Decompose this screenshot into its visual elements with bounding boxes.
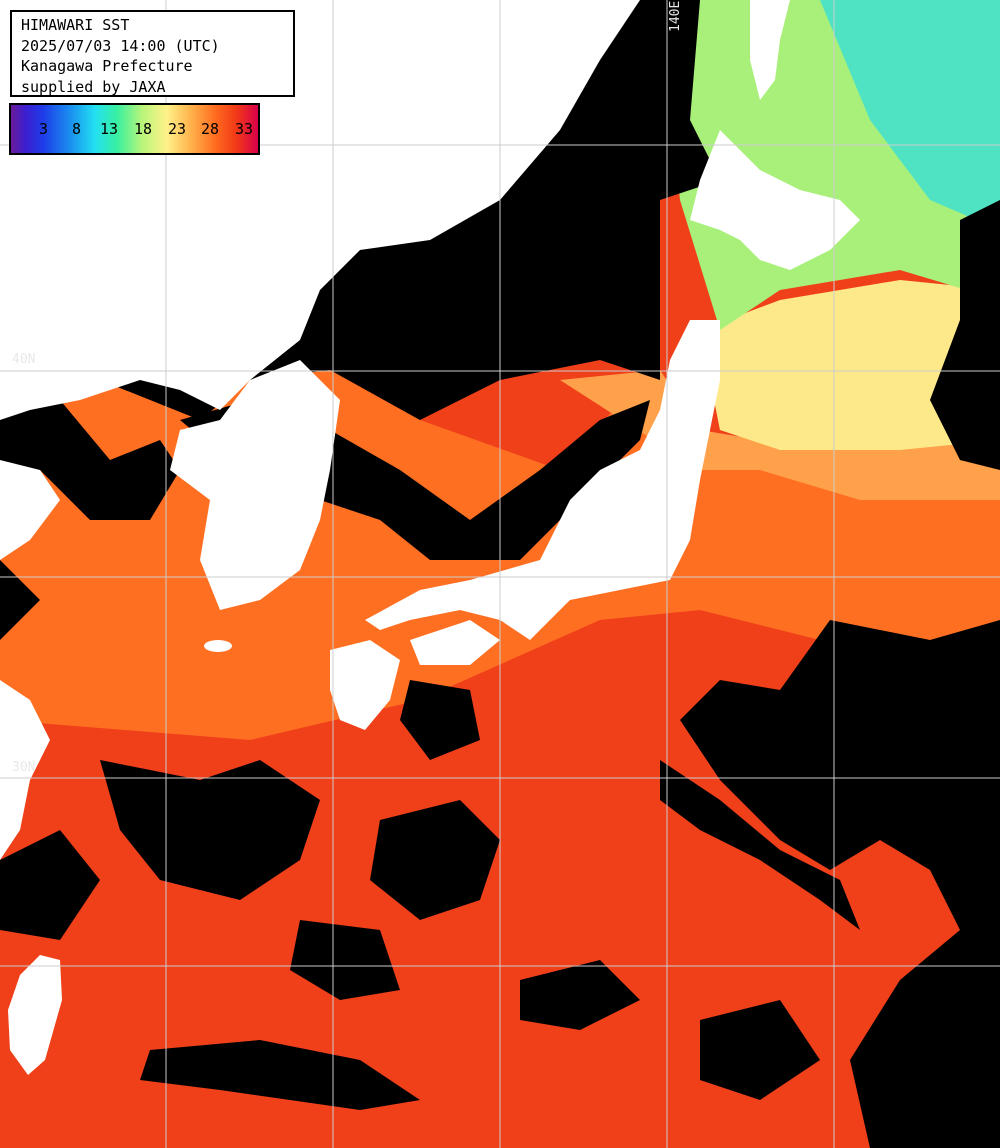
color-legend: 3 8 13 18 23 28 33	[9, 103, 260, 155]
legend-tick: 8	[72, 120, 82, 138]
legend-tick: 13	[100, 120, 119, 138]
land-shikoku	[410, 620, 500, 665]
land-china-coast-south	[0, 680, 50, 860]
land-china-coast	[0, 460, 60, 560]
legend-tick: 23	[168, 120, 187, 138]
land-hokkaido	[690, 130, 860, 270]
sst-yellow-band	[700, 280, 1000, 450]
legend-tick: 3	[39, 120, 49, 138]
land-kyushu	[330, 640, 400, 730]
legend-tick: 28	[201, 120, 220, 138]
source-credit: supplied by JAXA	[21, 77, 166, 96]
region-label: Kanagawa Prefecture	[21, 57, 193, 75]
land-sakhalin	[750, 0, 790, 100]
legend-tick: 18	[134, 120, 153, 138]
map-title: HIMAWARI SST	[21, 16, 130, 34]
land-island-jeju	[204, 640, 232, 652]
info-box: HIMAWARI SST 2025/07/03 14:00 (UTC) Kana…	[10, 10, 295, 97]
timestamp: 2025/07/03 14:00 (UTC)	[21, 36, 220, 55]
sst-cyan-patch	[820, 0, 1000, 230]
lat-label-30n: 30N	[12, 760, 36, 775]
legend-tick: 33	[235, 120, 254, 138]
land-honshu	[365, 320, 720, 640]
lat-label-40n: 40N	[12, 352, 36, 367]
land-taiwan	[8, 955, 62, 1075]
land-korea	[170, 360, 340, 610]
lon-label-140e: 140E	[668, 0, 683, 32]
